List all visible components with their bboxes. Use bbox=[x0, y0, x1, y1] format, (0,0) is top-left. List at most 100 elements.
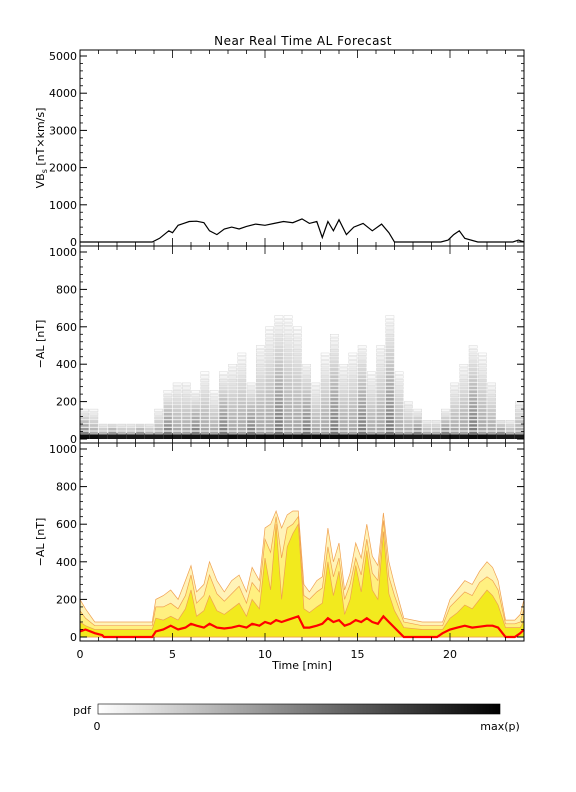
pdf-cell bbox=[200, 423, 210, 427]
pdf-cell bbox=[320, 386, 330, 390]
pdf-cell bbox=[385, 393, 395, 398]
pdf-cell bbox=[404, 412, 413, 416]
pdf-cell bbox=[274, 330, 284, 334]
pdf-cell bbox=[330, 401, 339, 405]
pdf-cell bbox=[320, 371, 330, 375]
pdf-cell bbox=[154, 431, 163, 435]
pdf-cell bbox=[182, 386, 191, 390]
pdf-cell bbox=[228, 405, 237, 409]
pdf-cell bbox=[478, 401, 487, 405]
pdf-cell bbox=[80, 412, 89, 416]
pdf-cell bbox=[209, 416, 219, 420]
pdf-cell bbox=[339, 405, 348, 409]
pdf-cell bbox=[172, 408, 182, 413]
pdf-cell bbox=[274, 337, 284, 341]
pdf-cell bbox=[367, 378, 376, 383]
pdf-cell bbox=[145, 427, 154, 431]
pdf-cell bbox=[487, 405, 496, 409]
pdf-cell bbox=[468, 382, 478, 386]
pdf-cell bbox=[478, 405, 487, 409]
pdf-cell bbox=[376, 378, 385, 383]
pdf-cell bbox=[385, 345, 395, 349]
pdf-cell bbox=[256, 390, 265, 394]
pdf-cell bbox=[404, 405, 413, 409]
pdf-cell bbox=[117, 433, 127, 439]
pdf-cell bbox=[505, 431, 515, 435]
pdf-cell bbox=[385, 405, 395, 409]
pdf-cell bbox=[265, 433, 275, 439]
pdf-cell bbox=[274, 423, 284, 427]
pdf-cell bbox=[302, 431, 311, 435]
pdf-cell bbox=[237, 405, 247, 409]
pdf-cell bbox=[163, 397, 173, 401]
pdf-cell bbox=[330, 375, 339, 379]
pdf-cell bbox=[339, 401, 348, 405]
pdf-cell bbox=[339, 390, 348, 394]
pdf-cell bbox=[293, 349, 302, 353]
pdf-cell bbox=[320, 397, 330, 401]
pdf-cell bbox=[172, 386, 182, 390]
pdf-cell bbox=[80, 420, 89, 424]
pdf-cell bbox=[209, 397, 219, 401]
pdf-cell bbox=[468, 412, 478, 416]
pdf-cell bbox=[348, 352, 358, 356]
pdf-cell bbox=[450, 416, 459, 420]
pdf-cell bbox=[274, 352, 284, 356]
pdf-cell bbox=[265, 401, 274, 405]
pdf-cell bbox=[385, 341, 395, 345]
pdf-cell bbox=[403, 433, 413, 439]
inner-band-area bbox=[79, 523, 525, 638]
pdf-cell bbox=[339, 382, 348, 386]
pdf-cell bbox=[487, 397, 496, 401]
pdf-cell bbox=[357, 371, 367, 375]
pdf-cell bbox=[237, 393, 247, 398]
pdf-cell bbox=[293, 371, 302, 375]
pdf-cell bbox=[330, 382, 339, 386]
pdf-cell bbox=[320, 405, 330, 409]
pdf-cell bbox=[515, 416, 524, 420]
pdf-cell bbox=[265, 427, 274, 431]
pdf-cell bbox=[385, 431, 395, 435]
pdf-cell bbox=[413, 408, 422, 413]
pdf-cell bbox=[515, 420, 524, 424]
pdf-cell bbox=[376, 397, 385, 401]
pdf-cell bbox=[200, 375, 210, 379]
pdf-cell bbox=[468, 416, 478, 420]
pdf-cell bbox=[89, 416, 99, 420]
pdf-cell bbox=[505, 423, 515, 427]
pdf-cell bbox=[367, 371, 376, 375]
pdf-cell bbox=[367, 405, 376, 409]
pdf-cell bbox=[385, 382, 395, 386]
pdf-cell bbox=[154, 427, 163, 431]
pdf-cell bbox=[293, 364, 302, 368]
pdf-cell bbox=[413, 433, 423, 439]
pdf-cell bbox=[478, 431, 487, 435]
pdf-cell bbox=[200, 420, 210, 424]
pdf-cell bbox=[172, 397, 182, 401]
pdf-cell bbox=[283, 378, 293, 383]
pdf-cell bbox=[320, 420, 330, 424]
pdf-cell bbox=[293, 416, 302, 420]
pdf-cell bbox=[154, 423, 163, 427]
pdf-cell bbox=[283, 364, 293, 368]
pdf-cell bbox=[191, 433, 201, 439]
pdf-cell bbox=[117, 431, 126, 435]
pdf-cell bbox=[283, 349, 293, 353]
pdf-cell bbox=[191, 397, 200, 401]
pdf-cell bbox=[255, 433, 265, 439]
pdf-cell bbox=[385, 416, 395, 420]
pdf-cell bbox=[339, 378, 348, 383]
pdf-cell bbox=[339, 375, 348, 379]
pdf-cell bbox=[394, 420, 404, 424]
pdf-cell bbox=[274, 393, 284, 398]
pdf-cell bbox=[283, 393, 293, 398]
pdf-cell bbox=[348, 401, 358, 405]
pdf-cell bbox=[311, 427, 321, 431]
pdf-cell bbox=[394, 431, 404, 435]
pdf-cell bbox=[357, 431, 367, 435]
pdf-cell bbox=[293, 337, 302, 341]
pdf-cell bbox=[478, 423, 487, 427]
pdf-cell bbox=[228, 390, 237, 394]
median-forecast-line bbox=[79, 614, 525, 639]
